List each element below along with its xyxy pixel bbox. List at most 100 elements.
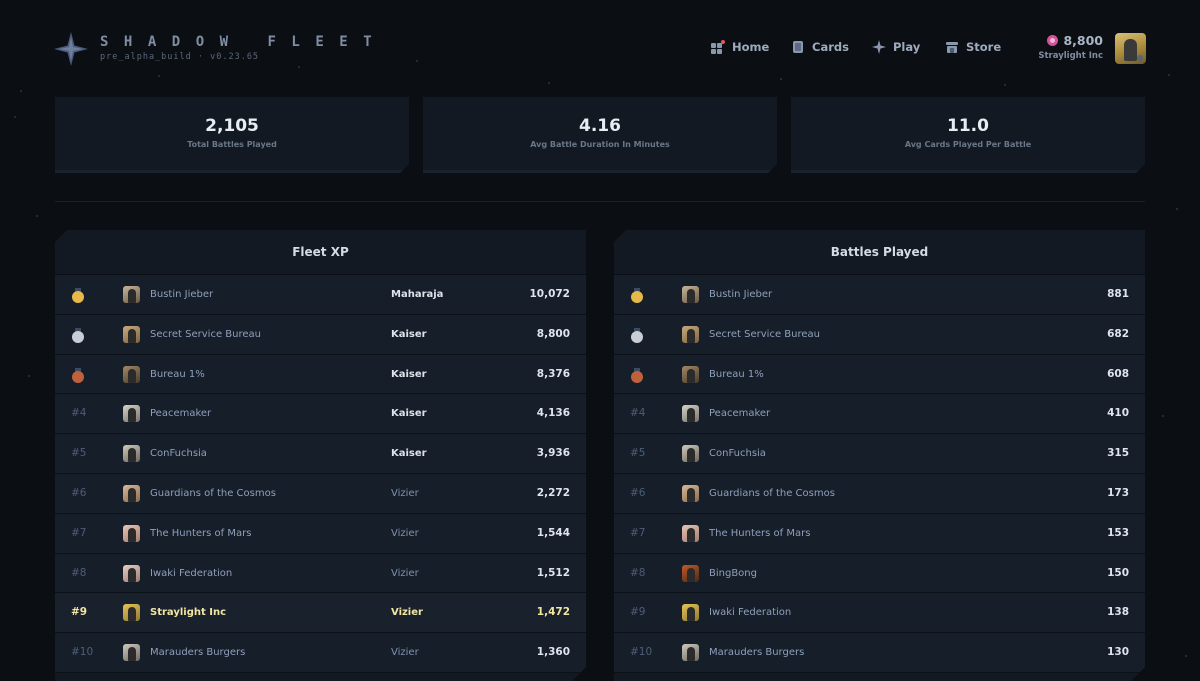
- fleet-xp-leaderboard: Fleet XP Bustin Jieber Maharaja 10,072 Secr…: [55, 230, 586, 681]
- leaderboard-row[interactable]: #5 ConFuchsia Kaiser 3,936: [55, 434, 586, 474]
- user-avatar[interactable]: [1115, 33, 1146, 64]
- leaderboard-row[interactable]: #8 Iwaki Federation Vizier 1,512: [55, 554, 586, 594]
- leaderboard-row[interactable]: Secret Service Bureau Kaiser 8,800: [55, 315, 586, 355]
- rank-number: #6: [630, 486, 646, 499]
- fleet-avatar: [123, 405, 140, 422]
- score-value: 1,472: [536, 606, 570, 619]
- rank-number: #10: [630, 646, 653, 659]
- fleet-name[interactable]: Peacemaker: [709, 408, 771, 420]
- fleet-name[interactable]: Marauders Burgers: [150, 647, 246, 659]
- fleet-name[interactable]: ConFuchsia: [709, 448, 766, 460]
- fleet-name[interactable]: Peacemaker: [150, 408, 212, 420]
- fleet-rank-title: Kaiser: [391, 328, 427, 340]
- stat-value: 11.0: [947, 116, 989, 136]
- fleet-avatar: [682, 525, 699, 542]
- fleet-name[interactable]: Bustin Jieber: [709, 289, 773, 300]
- fleet-avatar: [123, 286, 140, 303]
- fleet-avatar: [123, 604, 140, 621]
- leaderboard-row[interactable]: Bustin Jieber Maharaja 10,072: [55, 275, 586, 315]
- fleet-rank-title: Maharaja: [391, 289, 444, 300]
- leaderboard-row[interactable]: #10 Marauders Burgers 130: [614, 633, 1145, 673]
- leaderboard-row[interactable]: #5 ConFuchsia 315: [614, 434, 1145, 474]
- fleet-name[interactable]: Guardians of the Cosmos: [709, 487, 835, 499]
- fleet-name[interactable]: Guardians of the Cosmos: [150, 487, 276, 499]
- fleet-name[interactable]: Straylight Inc: [150, 607, 227, 619]
- rank-number: #8: [71, 566, 87, 579]
- fleet-avatar: [123, 644, 140, 661]
- fleet-rank-title: Kaiser: [391, 448, 427, 460]
- leaderboard-row[interactable]: #10 Marauders Burgers Vizier 1,360: [55, 633, 586, 673]
- leaderboard-row[interactable]: #7 The Hunters of Mars 153: [614, 514, 1145, 554]
- nav-cards-label: Cards: [812, 40, 849, 54]
- fleet-name[interactable]: The Hunters of Mars: [150, 527, 252, 539]
- credits-amount: 8,800: [1063, 33, 1103, 48]
- leaderboard-row[interactable]: Secret Service Bureau 682: [614, 315, 1145, 355]
- score-value: 8,376: [536, 367, 570, 380]
- fleet-name[interactable]: The Hunters of Mars: [709, 527, 811, 539]
- score-value: 682: [1107, 327, 1129, 340]
- rank-number: #4: [630, 407, 646, 420]
- leaderboard-row[interactable]: Bustin Jieber 881: [614, 275, 1145, 315]
- gold-medal-icon: [631, 288, 643, 302]
- fleet-name[interactable]: Marauders Burgers: [709, 647, 805, 659]
- rank-number: #7: [71, 526, 87, 539]
- fleet-name[interactable]: Secret Service Bureau: [150, 328, 261, 340]
- store-icon: [946, 42, 958, 53]
- rank-number: #7: [630, 526, 646, 539]
- leaderboard-row[interactable]: #9 Straylight Inc Vizier 1,472: [55, 593, 586, 633]
- fleet-avatar: [682, 286, 699, 303]
- fleet-name[interactable]: Bureau 1%: [709, 368, 764, 380]
- leaderboard-row[interactable]: #4 Peacemaker Kaiser 4,136: [55, 394, 586, 434]
- score-value: 608: [1107, 367, 1129, 380]
- fleet-name[interactable]: Iwaki Federation: [709, 607, 792, 619]
- panel-title: Fleet XP: [55, 230, 586, 275]
- fleet-avatar: [682, 604, 699, 621]
- build-version: pre_alpha_build · v0.23.65: [100, 52, 260, 62]
- fleet-star-logo-icon[interactable]: [54, 32, 88, 66]
- rank-number: #8: [630, 566, 646, 579]
- fleet-avatar: [123, 326, 140, 343]
- score-value: 2,272: [536, 486, 570, 499]
- rank-number: #9: [71, 606, 88, 619]
- leaderboard-row[interactable]: #4 Peacemaker 410: [614, 394, 1145, 434]
- leaderboard-row[interactable]: Bureau 1% Kaiser 8,376: [55, 355, 586, 395]
- nav-store[interactable]: Store: [945, 38, 1001, 56]
- stat-label: Avg Battle Duration In Minutes: [530, 140, 670, 149]
- fleet-rank-title: Vizier: [391, 607, 423, 619]
- fleet-avatar: [682, 326, 699, 343]
- fleet-avatar: [682, 644, 699, 661]
- fleet-name[interactable]: Bureau 1%: [150, 368, 205, 380]
- fleet-rank-title: Kaiser: [391, 368, 427, 380]
- nav-play[interactable]: Play: [872, 38, 920, 56]
- leaderboard-row[interactable]: #6 Guardians of the Cosmos 173: [614, 474, 1145, 514]
- fleet-name[interactable]: ConFuchsia: [150, 448, 207, 460]
- nav-home[interactable]: Home: [711, 38, 769, 56]
- leaderboard-row[interactable]: #8 BingBong 150: [614, 554, 1145, 594]
- bronze-medal-icon: [631, 368, 643, 382]
- rank-number: #5: [71, 447, 87, 460]
- leaderboard-row[interactable]: #6 Guardians of the Cosmos Vizier 2,272: [55, 474, 586, 514]
- stat-card-total-battles: 2,105 Total Battles Played: [55, 97, 409, 173]
- nav-cards[interactable]: Cards: [791, 38, 849, 56]
- fleet-name[interactable]: BingBong: [709, 567, 757, 579]
- fleet-name[interactable]: Bustin Jieber: [150, 289, 214, 300]
- score-value: 410: [1107, 407, 1129, 420]
- leaderboard-row[interactable]: #9 Iwaki Federation 138: [614, 593, 1145, 633]
- score-value: 4,136: [536, 407, 570, 420]
- score-value: 8,800: [536, 327, 570, 340]
- score-value: 1,512: [536, 566, 570, 579]
- rank-number: #4: [71, 407, 87, 420]
- fleet-avatar: [682, 565, 699, 582]
- fleet-avatar: [682, 485, 699, 502]
- leaderboard-row[interactable]: Bureau 1% 608: [614, 355, 1145, 395]
- fleet-avatar: [123, 366, 140, 383]
- fleet-rank-title: Vizier: [391, 487, 419, 499]
- leaderboard-row[interactable]: #7 The Hunters of Mars Vizier 1,544: [55, 514, 586, 554]
- nav-store-label: Store: [966, 40, 1002, 54]
- score-value: 1,360: [536, 646, 570, 659]
- score-value: 153: [1107, 526, 1129, 539]
- credits-balance[interactable]: 8,800: [1047, 33, 1103, 48]
- fleet-avatar: [123, 525, 140, 542]
- fleet-name[interactable]: Iwaki Federation: [150, 567, 233, 579]
- fleet-name[interactable]: Secret Service Bureau: [709, 328, 820, 340]
